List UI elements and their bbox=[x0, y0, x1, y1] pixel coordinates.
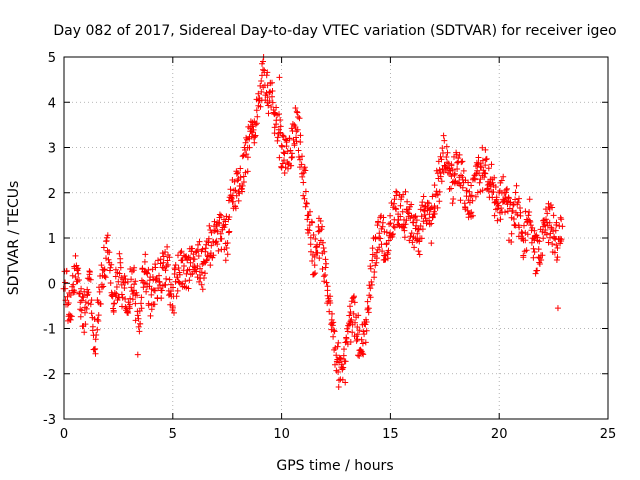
outlier-point bbox=[554, 305, 561, 312]
x-axis-label: GPS time / hours bbox=[276, 458, 393, 474]
x-tick-label: 25 bbox=[600, 427, 617, 442]
x-tick-label: 15 bbox=[382, 427, 399, 442]
x-tick-label: 5 bbox=[169, 427, 177, 442]
x-tick-label: 20 bbox=[491, 427, 508, 442]
y-tick-label: 4 bbox=[48, 96, 56, 111]
grid bbox=[64, 57, 608, 419]
y-tick-label: -1 bbox=[43, 323, 56, 338]
y-tick-label: 3 bbox=[48, 142, 56, 157]
x-tick-label: 10 bbox=[273, 427, 290, 442]
data-points bbox=[60, 54, 566, 390]
y-axis-label: SDTVAR / TECUs bbox=[6, 181, 22, 296]
scatter-points bbox=[60, 54, 566, 390]
outlier-point bbox=[276, 74, 283, 81]
y-tick-label: -2 bbox=[43, 368, 56, 383]
y-tick-label: -3 bbox=[43, 413, 56, 428]
y-tick-label: 5 bbox=[48, 51, 56, 66]
y-tick-label: 2 bbox=[48, 187, 56, 202]
y-tick-label: 0 bbox=[48, 277, 56, 292]
axis-ticks: 0 5 10 15 20 25 -3 -2 -1 0 1 2 3 4 5 bbox=[43, 51, 616, 442]
chart-title: Day 082 of 2017, Sidereal Day-to-day VTE… bbox=[53, 23, 616, 39]
outlier-point bbox=[259, 60, 266, 67]
x-tick-label: 0 bbox=[60, 427, 68, 442]
y-tick-label: 1 bbox=[48, 232, 56, 247]
